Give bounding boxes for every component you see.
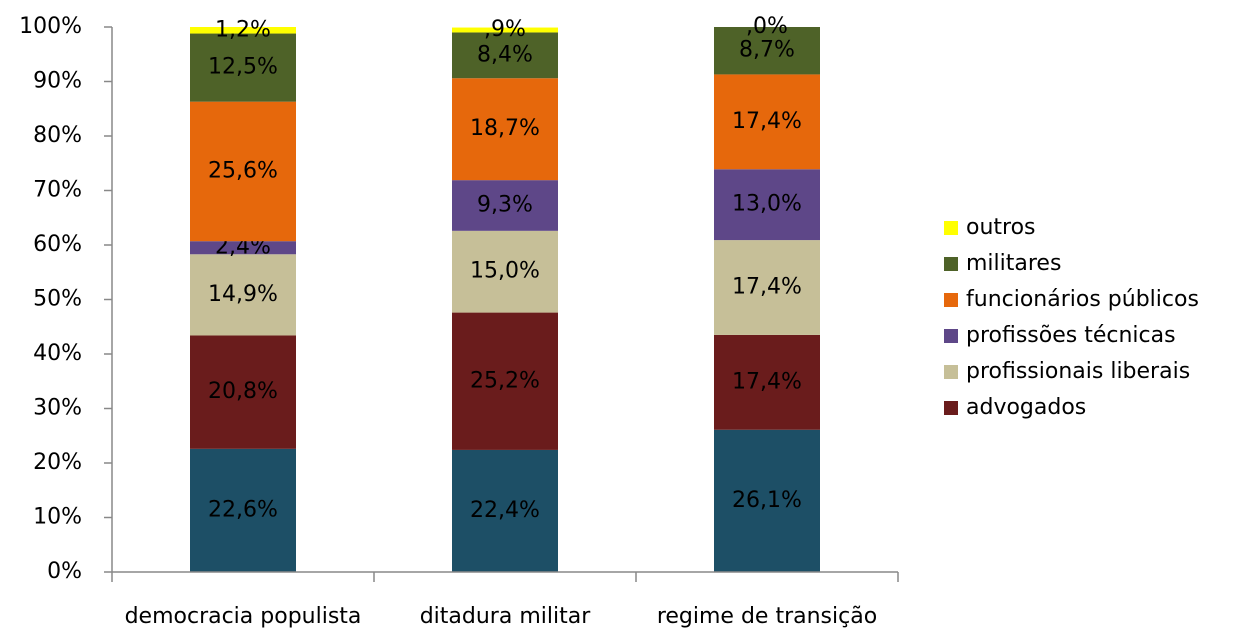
legend-label: profissionais liberais <box>966 359 1190 384</box>
bar-segment <box>452 312 558 450</box>
data-label: 12,5% <box>208 55 278 80</box>
y-tick-label: 50% <box>33 287 82 312</box>
legend-swatch <box>944 329 958 343</box>
data-label: 20,8% <box>208 379 278 404</box>
bar-segment <box>452 449 558 572</box>
data-label: 17,4% <box>732 275 802 300</box>
bar-segment <box>190 448 296 572</box>
data-label: ,9% <box>484 17 526 42</box>
x-tick-label: democracia populista <box>125 604 362 629</box>
y-tick-label: 60% <box>33 232 82 257</box>
data-label: 8,7% <box>739 38 795 63</box>
bar-segment <box>714 74 820 170</box>
bar-segment <box>714 169 820 241</box>
legend-label: funcionários públicos <box>966 287 1199 312</box>
legend-label: profissões técnicas <box>966 323 1176 348</box>
data-label: 1,2% <box>215 17 271 42</box>
bar-segment <box>452 27 558 33</box>
legend-swatch <box>944 401 958 415</box>
legend-swatch <box>944 221 958 235</box>
data-label: 17,4% <box>732 369 802 394</box>
bar-segment <box>190 101 296 242</box>
legend-swatch <box>944 293 958 307</box>
data-label: 14,9% <box>208 282 278 307</box>
data-label: 22,6% <box>208 497 278 522</box>
y-tick-label: 100% <box>19 14 82 39</box>
data-label: 8,4% <box>477 42 533 67</box>
x-tick-label: ditadura militar <box>420 604 591 629</box>
legend-label: militares <box>966 251 1061 276</box>
legend-label: outros <box>966 215 1036 240</box>
y-tick-label: 70% <box>33 178 82 203</box>
bar-segment <box>190 254 296 336</box>
data-label: 25,6% <box>208 158 278 183</box>
bar-segment <box>714 27 820 75</box>
data-label: 18,7% <box>470 116 540 141</box>
data-label: 22,4% <box>470 498 540 523</box>
bar-segment <box>452 180 558 231</box>
y-tick-label: 90% <box>33 69 82 94</box>
legend-swatch <box>944 365 958 379</box>
bar-segment <box>190 241 296 255</box>
bar-segment <box>452 230 558 313</box>
bar-segment <box>714 240 820 335</box>
bar-segment <box>714 334 820 430</box>
data-label: 25,2% <box>470 368 540 393</box>
y-tick-label: 30% <box>33 396 82 421</box>
y-tick-label: 20% <box>33 450 82 475</box>
bar-segment <box>190 335 296 449</box>
bar-segment <box>190 27 296 34</box>
data-label: 15,0% <box>470 259 540 284</box>
data-label: 13,0% <box>732 192 802 217</box>
data-label: 9,3% <box>477 192 533 217</box>
y-tick-label: 0% <box>47 559 82 584</box>
y-tick-label: 10% <box>33 505 82 530</box>
bar-segment <box>190 33 296 102</box>
legend-swatch <box>944 257 958 271</box>
data-label: 26,1% <box>732 488 802 513</box>
legend-label: advogados <box>966 395 1086 420</box>
y-tick-label: 80% <box>33 123 82 148</box>
data-label: 17,4% <box>732 109 802 134</box>
bar-segment <box>452 78 558 181</box>
bar-segment <box>452 32 558 79</box>
data-label: ,0% <box>746 14 788 39</box>
x-tick-label: regime de transição <box>657 604 877 629</box>
y-tick-label: 40% <box>33 341 82 366</box>
bar-segment <box>714 429 820 572</box>
